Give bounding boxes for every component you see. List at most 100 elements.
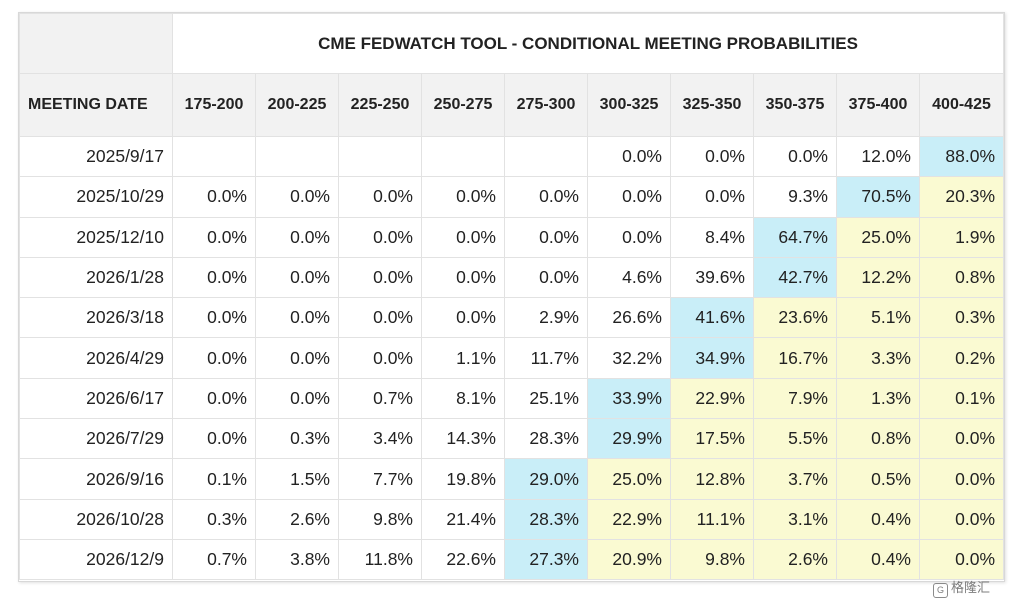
probability-cell: 0.5%: [836, 458, 920, 500]
probability-cell: 0.8%: [918, 256, 1005, 299]
fedwatch-table: CME FEDWATCH TOOL - CONDITIONAL MEETING …: [19, 13, 1005, 581]
probability-cell: 0.0%: [172, 418, 256, 460]
header-row: MEETING DATE 175-200 200-225 225-250 250-27…: [19, 73, 1005, 137]
probability-cell: 0.0%: [670, 135, 754, 178]
rate-range-header: 300-325: [587, 73, 671, 137]
table-row: 2026/3/18 0.0% 0.0% 0.0% 0.0% 2.9% 26.6% 41.6% 2…: [19, 297, 1005, 339]
probability-cell: 0.0%: [504, 176, 588, 218]
table-body: 2025/9/17 0.0% 0.0% 0.0% 12.0% 88.0% 2025/10/2…: [19, 135, 1005, 581]
probability-cell: 3.7%: [753, 458, 837, 500]
watermark-logo-icon: G: [932, 583, 948, 598]
probability-cell: 88.0%: [918, 135, 1005, 178]
probability-cell: 0.0%: [504, 256, 588, 299]
probability-cell: 42.7%: [753, 256, 837, 299]
probability-cell: 0.0%: [255, 256, 339, 299]
probability-cell: 4.6%: [587, 256, 671, 299]
probability-cell: 8.4%: [670, 216, 754, 258]
meeting-date-cell: 2026/1/28: [19, 256, 173, 299]
probability-cell: 11.1%: [670, 498, 754, 540]
probability-cell: 20.9%: [587, 538, 671, 581]
table-row: 2026/6/17 0.0% 0.0% 0.7% 8.1% 25.1% 33.9% 22.9%…: [19, 377, 1005, 420]
probability-cell: 22.6%: [421, 538, 505, 581]
corner-cell: [19, 13, 173, 74]
probability-cell: 9.8%: [670, 538, 754, 581]
probability-cell: 22.9%: [670, 377, 754, 420]
probability-cell: 23.6%: [753, 297, 837, 339]
probability-cell: 0.2%: [918, 337, 1005, 379]
probability-cell: 0.0%: [918, 498, 1005, 540]
meeting-date-cell: 2026/7/29: [19, 418, 173, 460]
probability-cell: 70.5%: [836, 176, 920, 218]
probability-cell: 0.0%: [421, 256, 505, 299]
table-row: 2026/12/9 0.7% 3.8% 11.8% 22.6% 27.3% 20.9% 9.8…: [19, 538, 1005, 581]
probability-cell: 0.0%: [255, 176, 339, 218]
probability-cell: 0.0%: [918, 538, 1005, 581]
probability-cell: [338, 135, 422, 178]
probability-cell: 27.3%: [504, 538, 588, 581]
meeting-date-cell: 2026/4/29: [19, 337, 173, 379]
probability-cell: 33.9%: [587, 377, 671, 420]
rate-range-header: 375-400: [836, 73, 920, 137]
probability-cell: 3.1%: [753, 498, 837, 540]
probability-cell: 29.9%: [587, 418, 671, 460]
probability-cell: 14.3%: [421, 418, 505, 460]
probability-cell: 1.3%: [836, 377, 920, 420]
probability-cell: 11.7%: [504, 337, 588, 379]
rate-range-header: 200-225: [255, 73, 339, 137]
probability-cell: 17.5%: [670, 418, 754, 460]
probability-cell: 5.5%: [753, 418, 837, 460]
probability-cell: 0.0%: [255, 216, 339, 258]
probability-cell: 8.1%: [421, 377, 505, 420]
probability-cell: 0.0%: [338, 337, 422, 379]
probability-cell: [172, 135, 256, 178]
probability-cell: 0.0%: [918, 418, 1005, 460]
probability-cell: 0.7%: [172, 538, 256, 581]
probability-cell: [255, 135, 339, 178]
probability-cell: 2.6%: [255, 498, 339, 540]
probability-cell: 34.9%: [670, 337, 754, 379]
rate-range-header: 225-250: [338, 73, 422, 137]
probability-cell: 26.6%: [587, 297, 671, 339]
probability-cell: 0.0%: [172, 256, 256, 299]
probability-cell: 2.6%: [753, 538, 837, 581]
probability-cell: 0.4%: [836, 538, 920, 581]
probability-cell: 25.1%: [504, 377, 588, 420]
table-row: 2025/10/29 0.0% 0.0% 0.0% 0.0% 0.0% 0.0% 0.0% 9.…: [19, 176, 1005, 218]
probability-cell: 0.0%: [421, 216, 505, 258]
probability-cell: 0.7%: [338, 377, 422, 420]
probability-cell: 0.0%: [421, 297, 505, 339]
meeting-date-header: MEETING DATE: [19, 73, 173, 137]
probability-cell: 0.1%: [172, 458, 256, 500]
probability-cell: 0.0%: [172, 337, 256, 379]
probability-cell: 41.6%: [670, 297, 754, 339]
probability-cell: 64.7%: [753, 216, 837, 258]
meeting-date-cell: 2025/12/10: [19, 216, 173, 258]
rate-range-header: 275-300: [504, 73, 588, 137]
probability-cell: 39.6%: [670, 256, 754, 299]
probability-cell: 0.8%: [836, 418, 920, 460]
probability-cell: 0.0%: [255, 337, 339, 379]
probability-cell: 12.8%: [670, 458, 754, 500]
rate-range-header: 400-425: [918, 73, 1005, 137]
probability-cell: 25.0%: [836, 216, 920, 258]
probability-cell: 9.8%: [338, 498, 422, 540]
probability-cell: 28.3%: [504, 498, 588, 540]
probability-cell: 12.0%: [836, 135, 920, 178]
probability-cell: 32.2%: [587, 337, 671, 379]
table-row: 2026/1/28 0.0% 0.0% 0.0% 0.0% 0.0% 4.6% 39.6% 42…: [19, 256, 1005, 299]
meeting-date-cell: 2026/3/18: [19, 297, 173, 339]
rate-range-header: 325-350: [670, 73, 754, 137]
probability-cell: 5.1%: [836, 297, 920, 339]
meeting-date-cell: 2025/9/17: [19, 135, 173, 178]
probability-cell: 0.1%: [918, 377, 1005, 420]
probability-cell: 1.5%: [255, 458, 339, 500]
table-row: 2025/9/17 0.0% 0.0% 0.0% 12.0% 88.0%: [19, 135, 1005, 178]
probability-cell: 28.3%: [504, 418, 588, 460]
title-row: CME FEDWATCH TOOL - CONDITIONAL MEETING …: [19, 13, 1005, 74]
probability-cell: 2.9%: [504, 297, 588, 339]
probability-cell: 0.0%: [338, 176, 422, 218]
watermark: G 格隆汇: [932, 577, 990, 598]
probability-cell: 0.0%: [338, 256, 422, 299]
table-row: 2026/4/29 0.0% 0.0% 0.0% 1.1% 11.7% 32.2% 34.9%…: [19, 337, 1005, 379]
probability-cell: 3.4%: [338, 418, 422, 460]
